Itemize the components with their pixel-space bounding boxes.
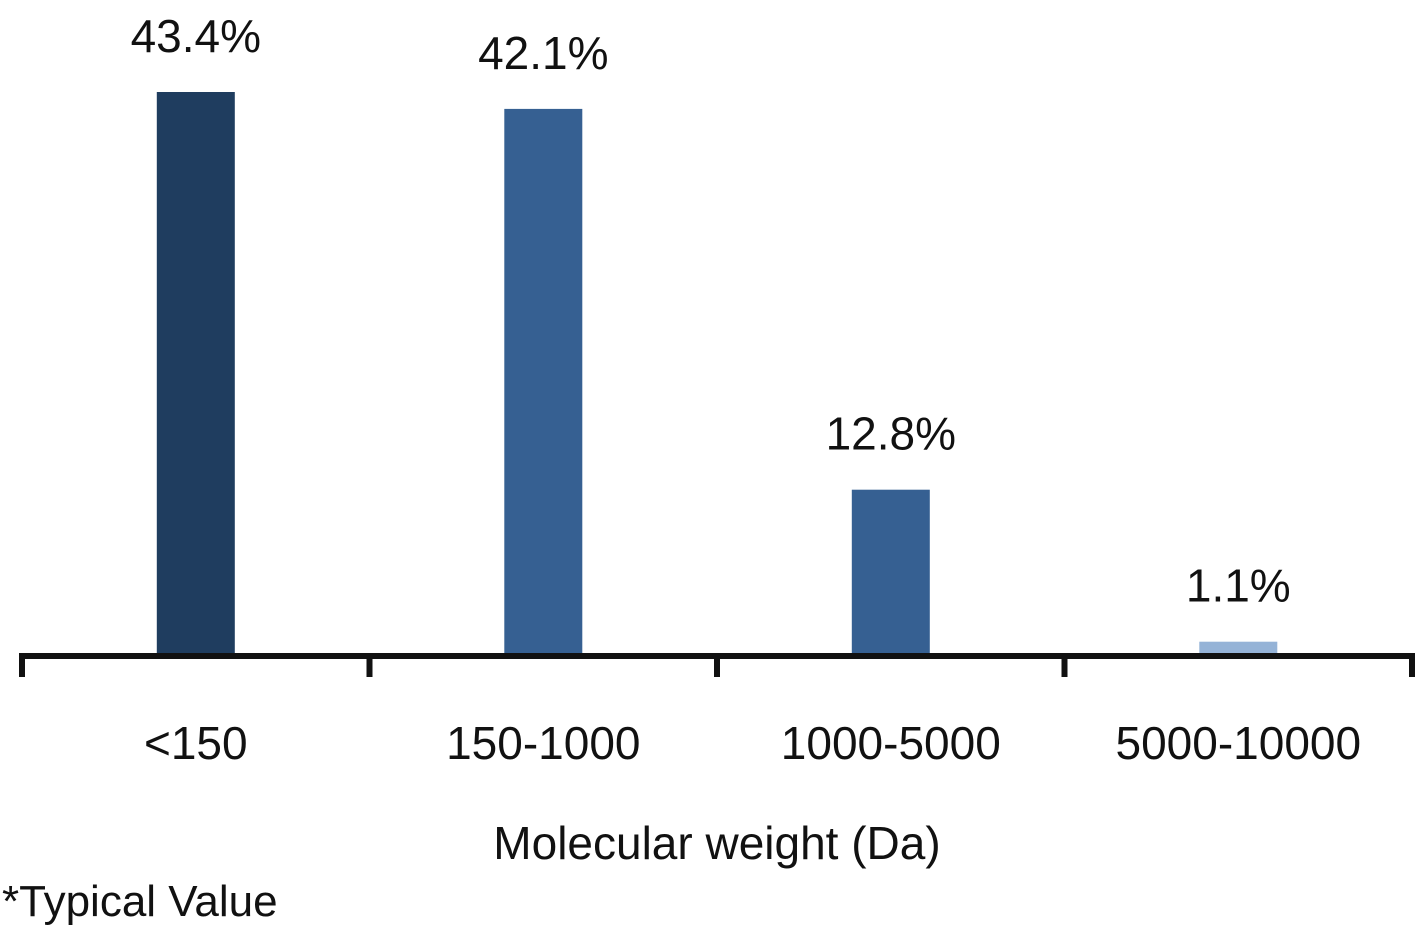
bar-2 <box>504 108 583 656</box>
x-tick-label: 1000-5000 <box>781 717 1001 769</box>
bar-1 <box>156 92 235 656</box>
bar-3 <box>851 489 930 656</box>
x-tick-label: <150 <box>144 717 248 769</box>
data-labels-group: 43.4% 42.1% 12.8% 1.1% <box>131 10 1291 612</box>
x-tick-labels-group: <150 150-1000 1000-5000 5000-10000 <box>144 717 1361 769</box>
x-axis <box>19 653 1415 677</box>
data-label: 12.8% <box>826 408 956 460</box>
bar-4 <box>1199 641 1278 656</box>
x-axis-title: Molecular weight (Da) <box>493 817 940 869</box>
data-label: 42.1% <box>478 27 608 79</box>
x-tick-label: 5000-10000 <box>1116 717 1362 769</box>
x-tick-label: 150-1000 <box>446 717 640 769</box>
data-label: 1.1% <box>1186 560 1291 612</box>
data-label: 43.4% <box>131 10 261 62</box>
footnote: *Typical Value <box>2 877 278 926</box>
bars-group <box>156 92 1278 656</box>
